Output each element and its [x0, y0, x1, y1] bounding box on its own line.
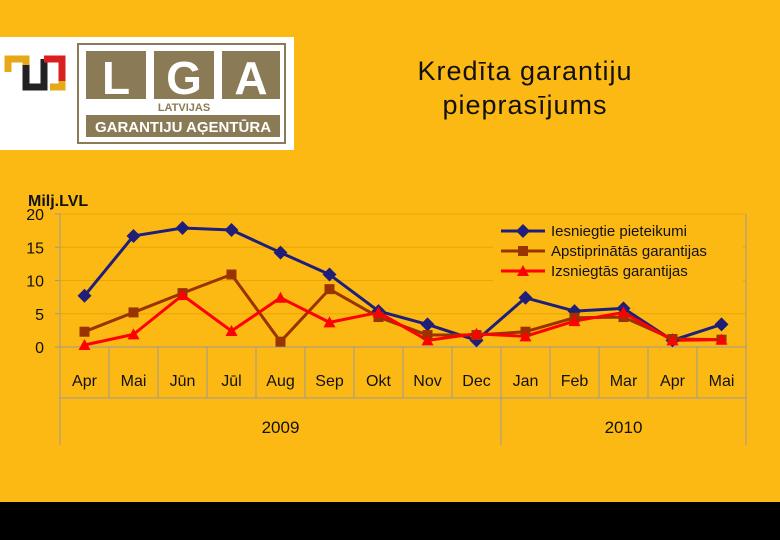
series-3-point	[568, 315, 581, 327]
series-3-point	[519, 330, 532, 342]
y-tick-label: 0	[35, 340, 44, 357]
x-tick-label: Apr	[660, 373, 686, 390]
logo-letter-a: A	[234, 52, 267, 104]
series-3-point	[225, 325, 238, 337]
slide-background: L G A LATVIJAS GARANTIJU AĢENTŪRA Kredīt…	[0, 0, 780, 502]
x-tick-label: Mar	[610, 373, 638, 390]
series-3-point	[176, 289, 189, 301]
slide-title: Kredīta garantiju pieprasījums	[330, 54, 720, 122]
series-3-point	[617, 306, 630, 318]
x-tick-label: Jan	[513, 373, 539, 390]
series-1-point	[273, 245, 288, 260]
x-tick-label: Sep	[315, 373, 344, 390]
x-tick-label: Mai	[709, 373, 735, 390]
x-tick-label: Jūl	[221, 373, 241, 390]
series-3-point	[421, 334, 434, 346]
series-line-3	[84, 293, 722, 347]
x-tick-label: Apr	[72, 373, 98, 390]
x-tick-label: Dec	[462, 373, 490, 390]
series-1-point	[77, 288, 92, 303]
logo-letter-l: L	[102, 52, 130, 104]
link-emblem-icon	[4, 55, 66, 91]
legend-swatch-marker	[516, 224, 530, 238]
slide-title-line2: pieprasījums	[442, 90, 608, 120]
x-tick-label: Aug	[266, 373, 294, 390]
logo-text-line2: GARANTIJU AĢENTŪRA	[95, 119, 271, 136]
series-1-point	[126, 228, 141, 243]
x-tick-label: Jūn	[170, 373, 196, 390]
x-tick-label: Nov	[413, 373, 441, 390]
legend-swatch-marker	[517, 265, 529, 276]
series-2-point	[79, 326, 90, 337]
series-1-point	[175, 220, 190, 235]
logo-graphic: L G A LATVIJAS GARANTIJU AĢENTŪRA	[4, 43, 286, 144]
y-tick-label: 5	[35, 307, 44, 324]
logo-letter-g: G	[166, 52, 202, 104]
legend-swatch-marker	[518, 246, 528, 256]
legend-label: Iesniegtie pieteikumi	[551, 223, 687, 240]
series-1-point	[322, 267, 337, 282]
line-chart: Milj.LVL 0 5 10 15 20 Apr Mai Jūn Jūl Aug Sep Okt N…	[26, 193, 747, 445]
series-3-point	[715, 333, 728, 345]
x-tick-label: Feb	[561, 373, 589, 390]
y-tick-label: 15	[26, 240, 44, 257]
year-group-label: 2009	[262, 418, 300, 437]
lga-logo: L G A LATVIJAS GARANTIJU AĢENTŪRA	[0, 37, 294, 150]
y-tick-label: 20	[26, 207, 44, 224]
legend-label: Apstiprinātās garantijas	[551, 243, 707, 260]
series-1-point	[518, 290, 533, 305]
series-1-point	[420, 317, 435, 332]
series-line-1	[83, 226, 722, 342]
series-3-point	[274, 291, 287, 303]
x-tick-label: Okt	[366, 373, 391, 390]
series-2-point	[128, 307, 139, 318]
series-2-point	[324, 284, 335, 295]
series-3-point	[323, 316, 336, 328]
legend-label: Izsniegtās garantijas	[551, 263, 688, 280]
series-3-point	[127, 328, 140, 340]
x-tick-label: Mai	[121, 373, 147, 390]
series-3-point	[666, 334, 679, 346]
y-tick-label: 10	[26, 274, 44, 291]
logo-text-line1: LATVIJAS	[158, 102, 210, 114]
series-1-point	[714, 317, 729, 332]
series-2-point	[226, 269, 237, 280]
slide-title-line1: Kredīta garantiju	[417, 56, 633, 86]
series-2-point	[275, 336, 286, 347]
y-axis-label: Milj.LVL	[28, 193, 88, 210]
series-3-point	[470, 327, 483, 339]
series-3-point	[372, 306, 385, 318]
series-3-point	[78, 339, 91, 351]
year-group-label: 2010	[605, 418, 643, 437]
series-1-point	[224, 222, 239, 237]
